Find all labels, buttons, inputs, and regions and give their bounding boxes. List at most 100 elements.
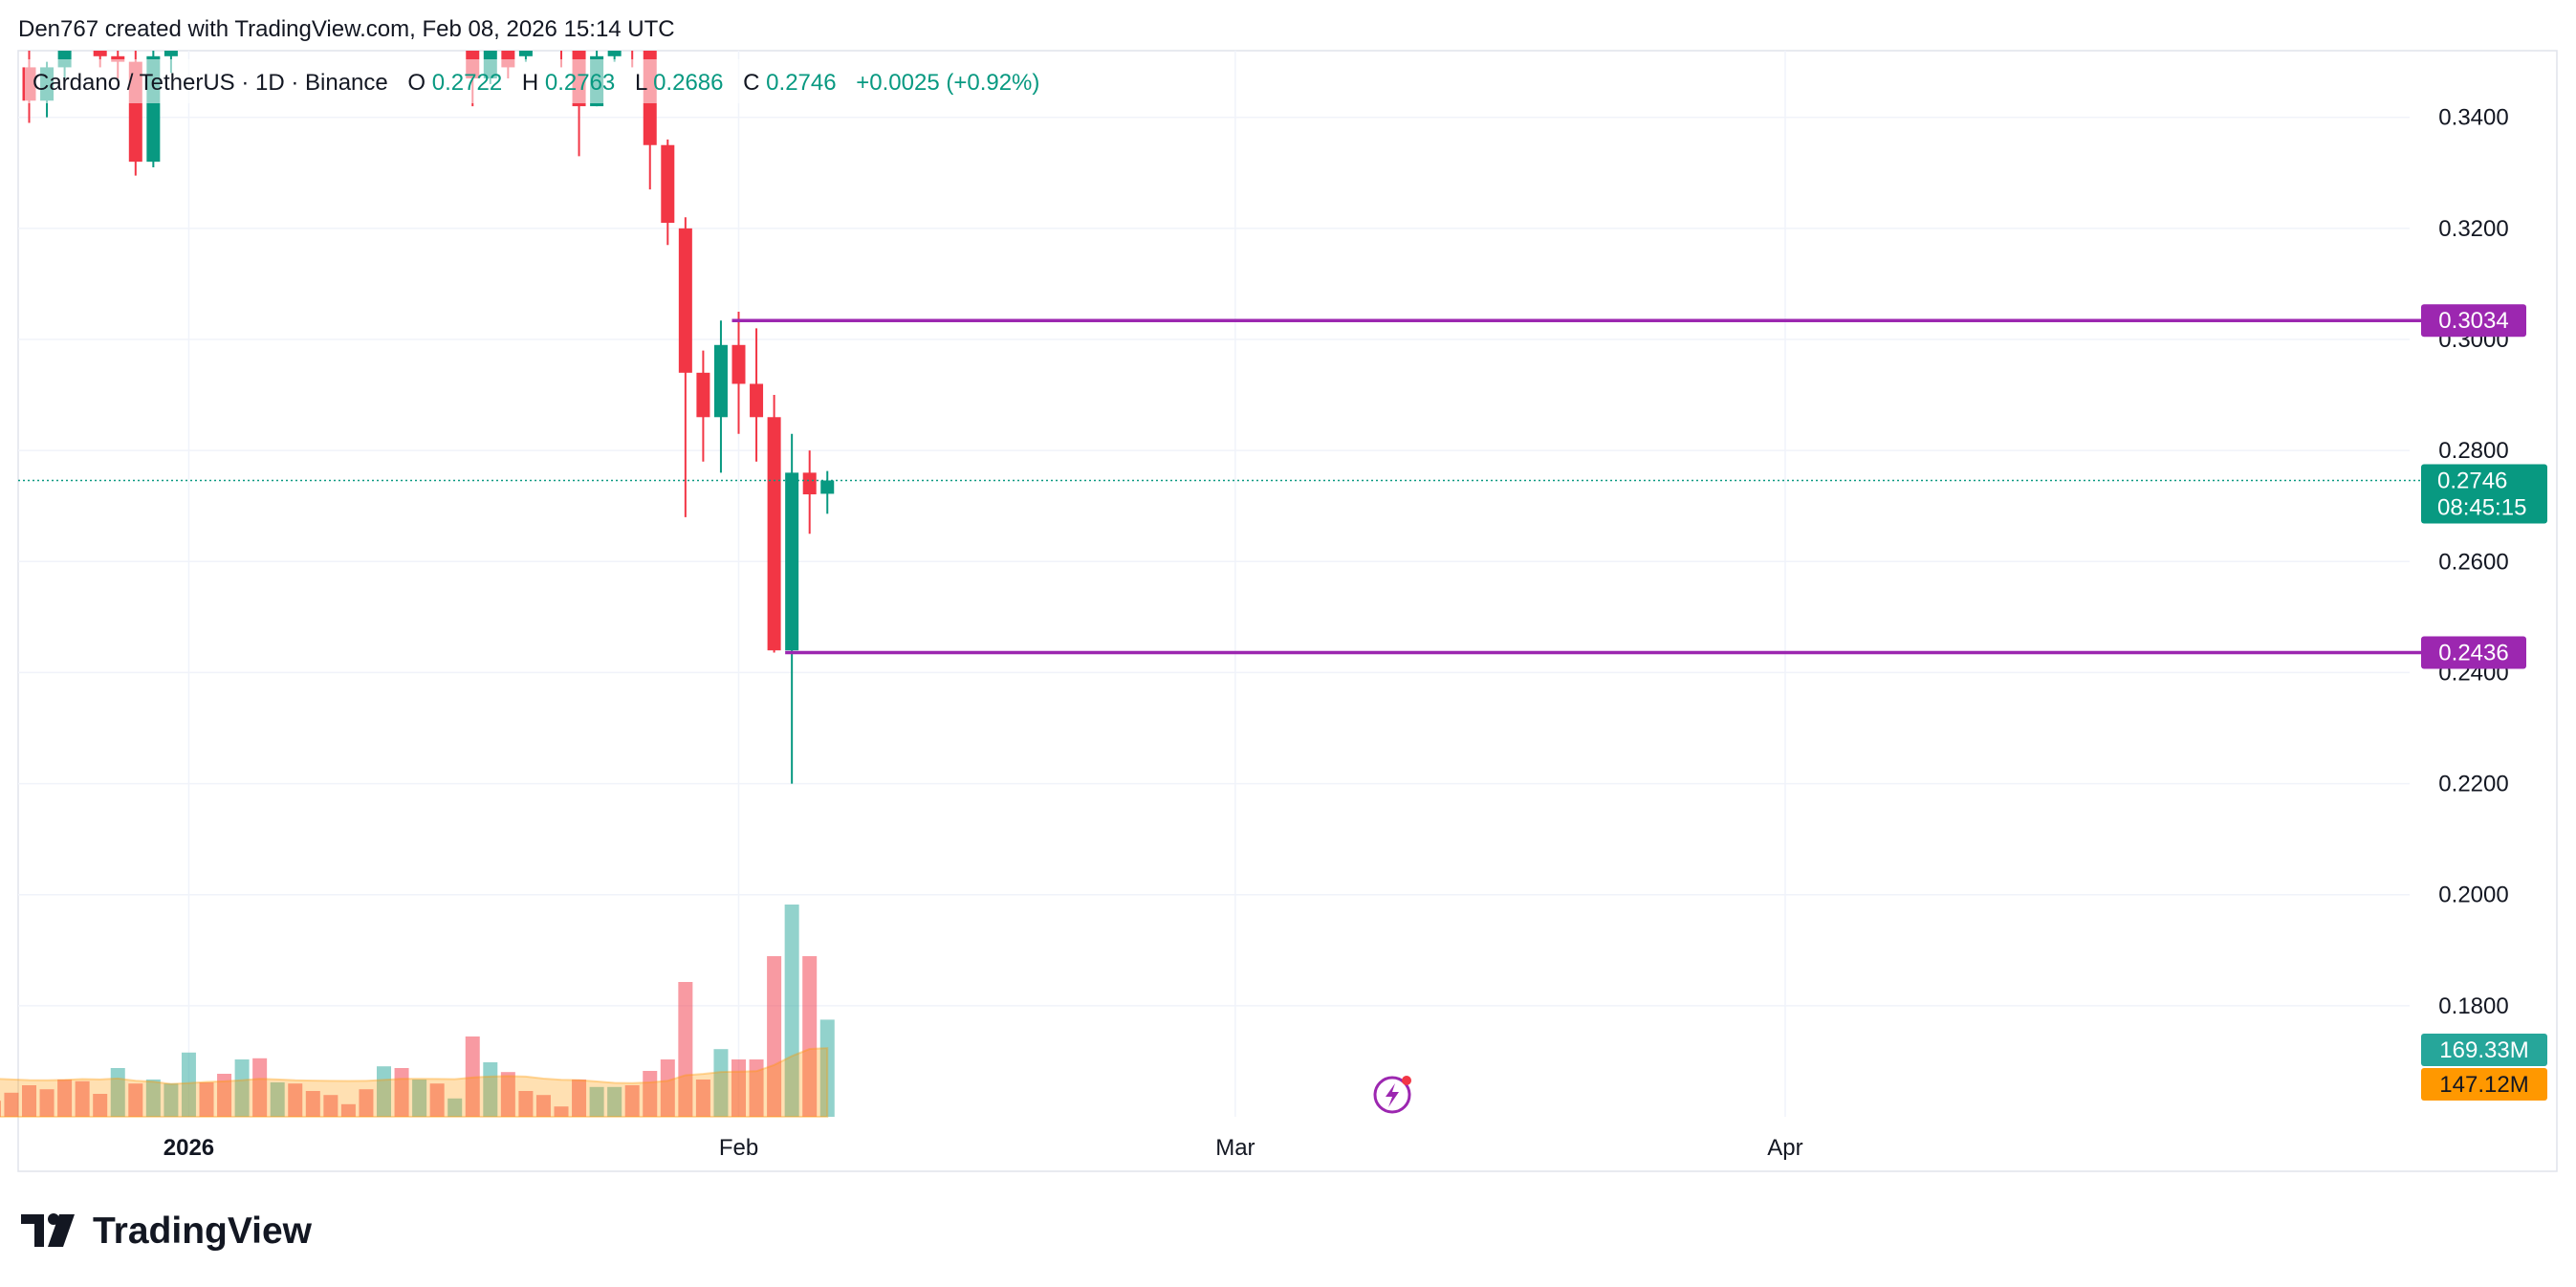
volume-bar: [572, 1080, 587, 1117]
time-tick-label: Feb: [719, 1135, 758, 1161]
candle: [643, 51, 657, 190]
volume-bar: [0, 1101, 1, 1117]
volume-bar: [802, 956, 818, 1117]
price-tick-label: 0.2200: [2438, 772, 2508, 797]
volume-bar: [607, 1086, 622, 1117]
candle-body: [820, 480, 835, 494]
volume-bar: [429, 1083, 445, 1117]
candle: [767, 395, 781, 653]
tradingview-logo[interactable]: TradingView: [21, 1211, 313, 1252]
horizontal-levels: [731, 318, 2421, 655]
candle-body: [696, 372, 710, 418]
candle-body: [518, 51, 533, 56]
support-price-tag: 0.2436: [2421, 636, 2526, 669]
volume-bar: [199, 1082, 214, 1117]
legend-change: +0.0025 (+0.92%): [856, 70, 1039, 96]
volume-bar: [589, 1086, 604, 1117]
volume-bar: [412, 1080, 427, 1117]
legend: Cardano / TetherUS · 1D · Binance O 0.27…: [33, 70, 1039, 96]
candle-body: [750, 383, 764, 418]
candle: [661, 139, 675, 246]
volume-bar: [448, 1098, 463, 1117]
candle-body: [111, 55, 125, 62]
price-axis: 0.34000.32000.30000.28000.26000.24000.22…: [2438, 105, 2508, 1019]
volume-tag: 169.33M: [2421, 1034, 2547, 1066]
legend-high-value: 0.2763: [545, 70, 615, 96]
bar-countdown: 08:45:15: [2437, 494, 2526, 520]
tradingview-wordmark: TradingView: [93, 1211, 313, 1252]
current-price-tag: 0.2746 08:45:15: [2421, 464, 2547, 524]
candle: [802, 450, 817, 534]
price-tick-label: 0.3200: [2438, 216, 2508, 242]
tradingview-logo-icon: [21, 1213, 75, 1247]
volume-bar: [554, 1106, 569, 1117]
volume-bar: [164, 1083, 179, 1117]
volume-bar: [270, 1082, 285, 1117]
candlestick-series: [5, 34, 835, 784]
price-tick-label: 0.1800: [2438, 993, 2508, 1019]
volume-ma-label: 147.12M: [2439, 1072, 2528, 1098]
volume-bar: [767, 956, 782, 1117]
volume-bar: [731, 1059, 746, 1117]
legend-open-value: 0.2722: [432, 70, 502, 96]
volume-bar: [695, 1080, 710, 1117]
volume-bar: [217, 1074, 232, 1117]
volume-bar: [624, 1085, 640, 1117]
volume-bar: [181, 1052, 196, 1117]
volume-value-label: 169.33M: [2439, 1037, 2528, 1063]
plot-area-border: [17, 50, 2558, 1172]
candle-body: [5, 34, 18, 56]
volume-series: [0, 905, 835, 1117]
volume-bar: [145, 1080, 161, 1117]
volume-bar: [110, 1068, 125, 1117]
volume-bar: [643, 1071, 658, 1117]
volume-bar: [39, 1089, 55, 1117]
volume-bar: [4, 1092, 19, 1117]
legend-low-value: 0.2686: [653, 70, 723, 96]
legend-high-label: H: [522, 70, 538, 96]
resistance-price-label: 0.3034: [2438, 308, 2508, 334]
time-tick-label: Apr: [1767, 1135, 1802, 1161]
volume-bar: [535, 1095, 551, 1117]
legend-backdrop: [25, 59, 1038, 103]
candle-body: [678, 228, 692, 373]
candle: [696, 350, 710, 462]
time-axis: Dec2026FebMarApr: [164, 1135, 1803, 1161]
volume-bar: [128, 1083, 143, 1117]
candle: [607, 51, 622, 62]
volume-bar: [22, 1085, 36, 1117]
volume-bar: [323, 1095, 338, 1117]
volume-bar: [483, 1062, 498, 1117]
horizontal-gridlines: [18, 116, 2410, 1007]
candle-body: [731, 344, 746, 384]
volume-bar: [288, 1083, 303, 1117]
price-tick-label: 0.2000: [2438, 883, 2508, 908]
candle: [713, 320, 728, 473]
volume-bar: [234, 1059, 250, 1117]
volume-bar: [359, 1089, 374, 1117]
candle-body: [661, 144, 675, 224]
volume-bar: [340, 1103, 356, 1117]
time-tick-label: 2026: [164, 1135, 214, 1161]
volume-bar: [93, 1094, 108, 1117]
volume-bar: [377, 1066, 391, 1117]
candle: [678, 217, 692, 517]
candle-body: [164, 51, 178, 56]
volume-moving-average-area: [0, 1047, 829, 1118]
author-credit: Den767 created with TradingView.com, Feb…: [18, 16, 675, 42]
lightning-replay-icon[interactable]: [1373, 1076, 1411, 1114]
time-tick-label: Mar: [1215, 1135, 1255, 1161]
candle: [93, 51, 107, 68]
candle: [731, 311, 746, 434]
support-price-label: 0.2436: [2438, 641, 2508, 666]
candle-body: [607, 51, 622, 56]
volume-bar: [713, 1049, 729, 1117]
candle: [820, 470, 835, 514]
current-price-label: 0.2746: [2437, 468, 2507, 493]
candle: [750, 328, 764, 462]
volume-bar: [465, 1036, 480, 1117]
volume-bar: [784, 905, 799, 1117]
volume-bar: [57, 1080, 73, 1117]
volume-bar: [749, 1059, 764, 1117]
